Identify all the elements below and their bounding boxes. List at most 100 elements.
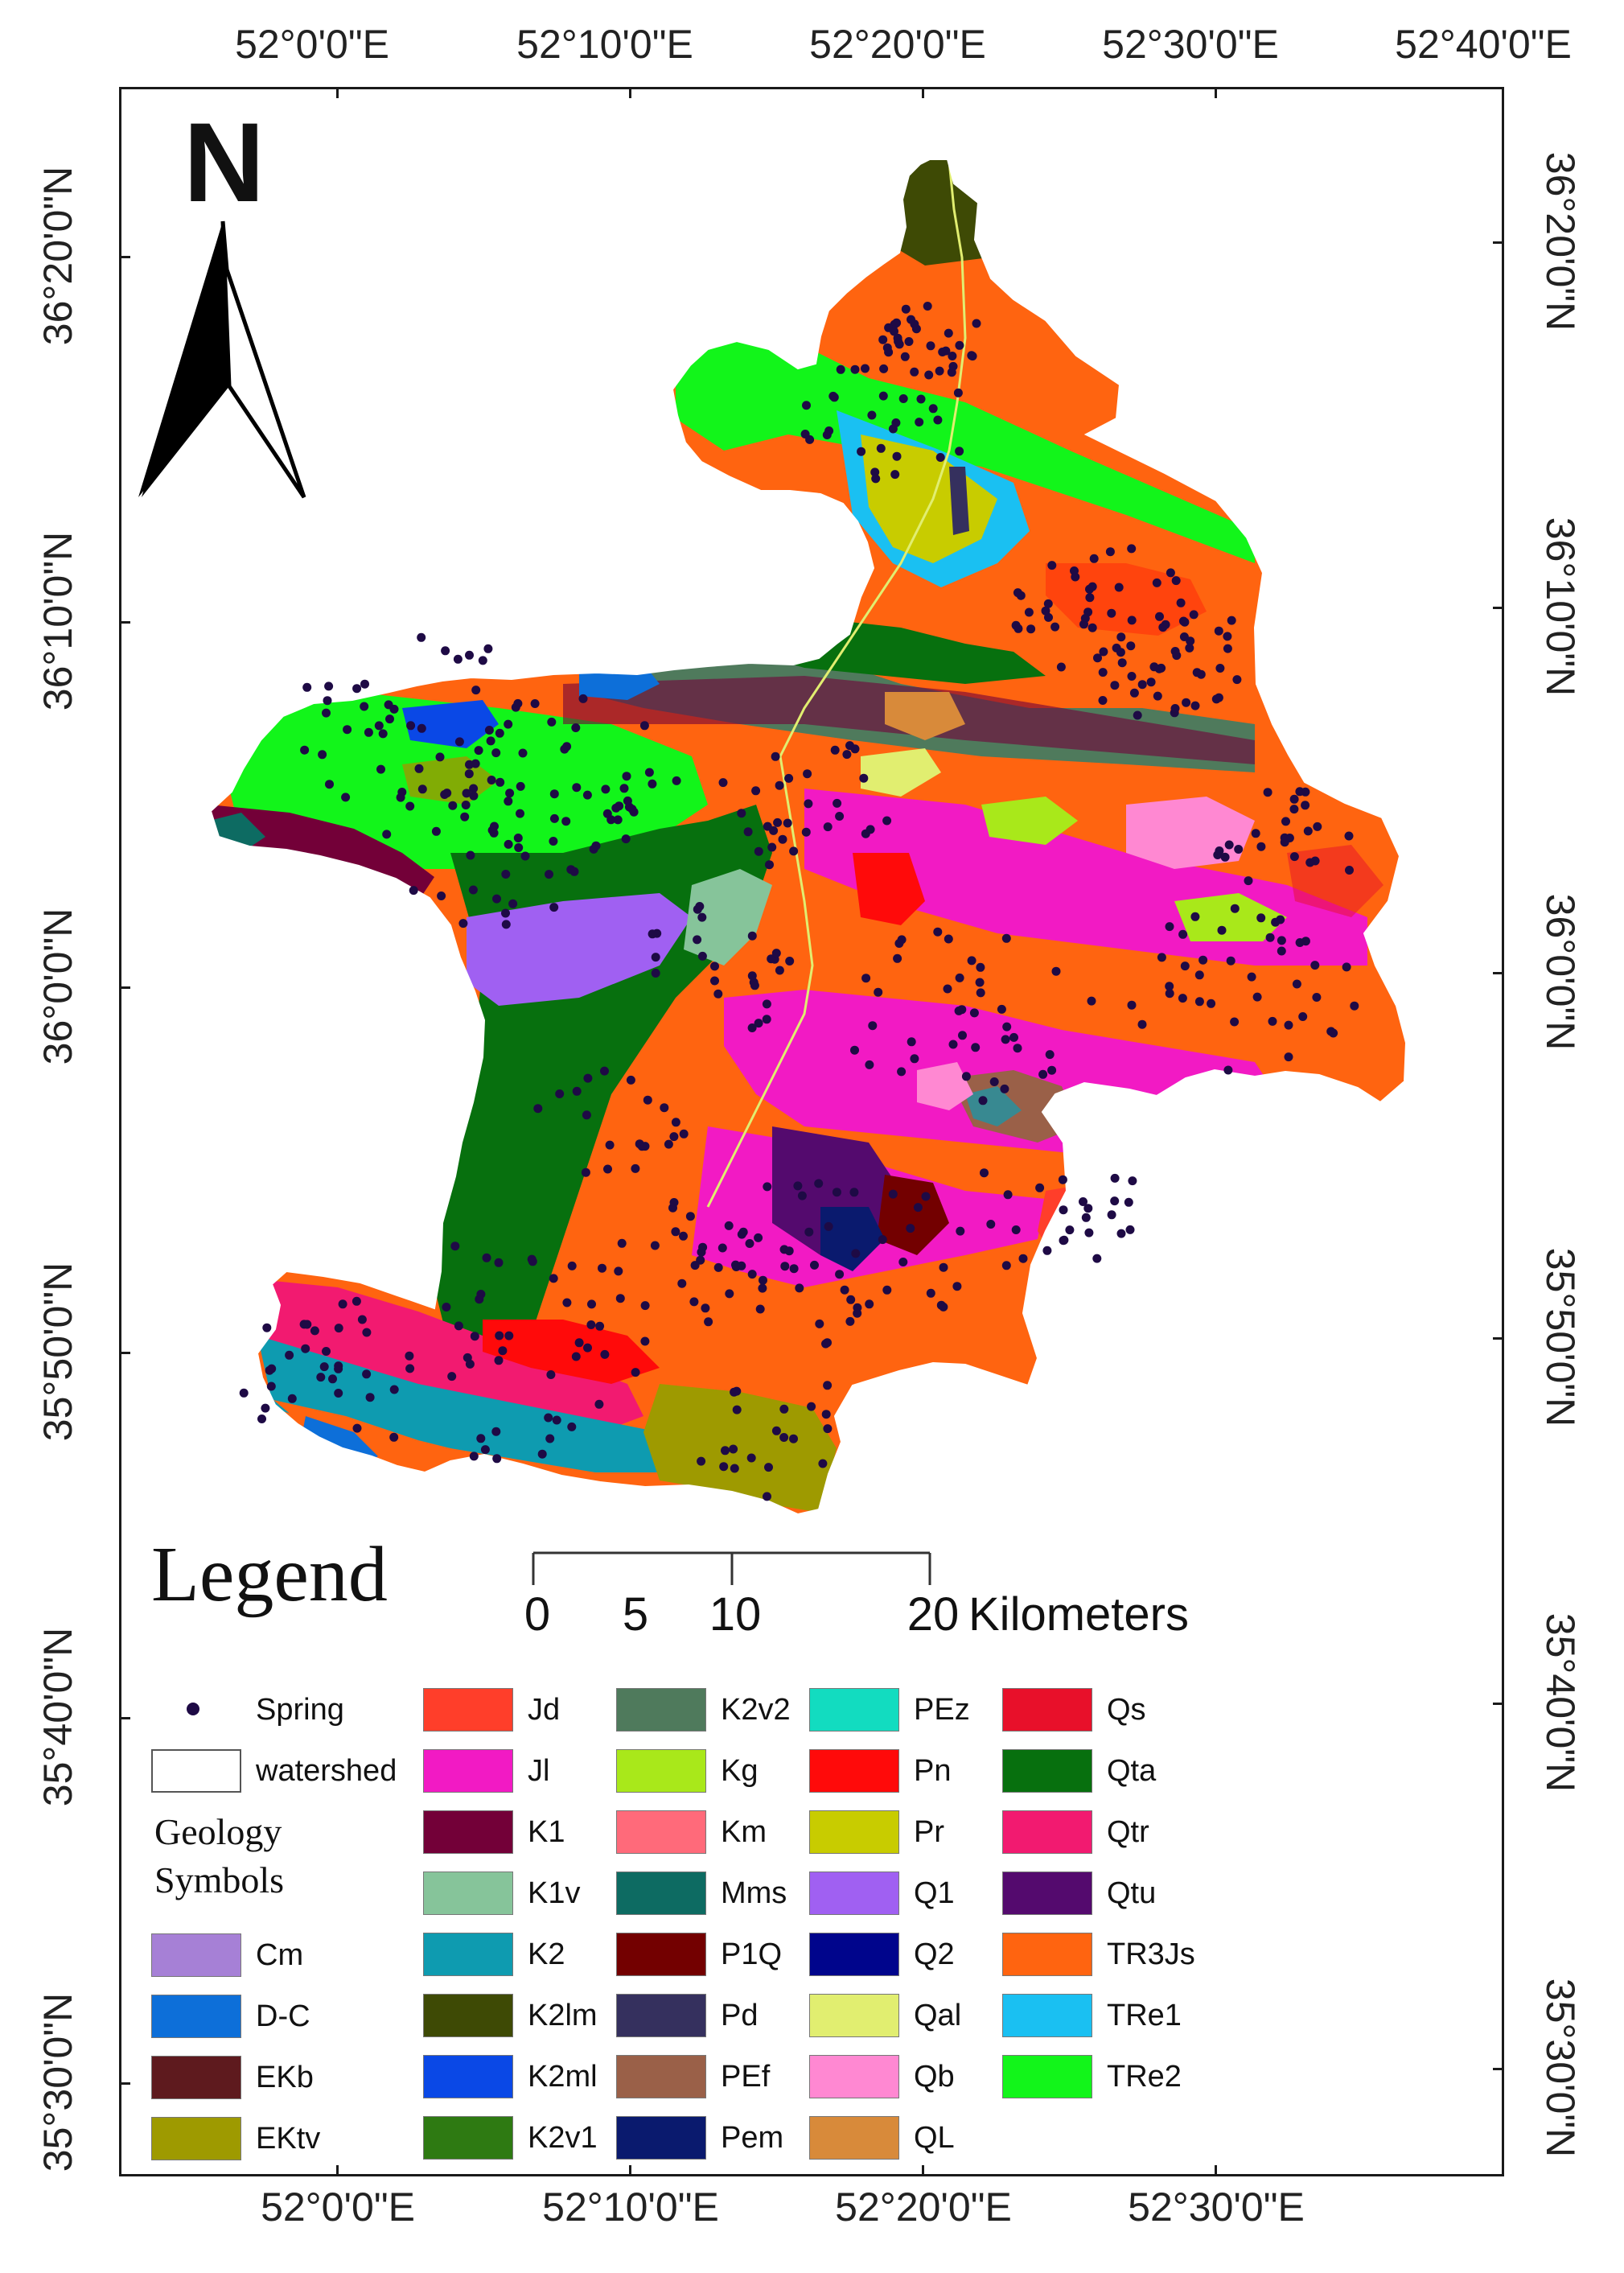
frame-tick — [1493, 1337, 1504, 1340]
legend-swatch — [616, 2055, 706, 2098]
spring-point — [763, 1182, 772, 1192]
legend-swatch — [151, 1749, 241, 1793]
spring-point — [382, 830, 392, 839]
spring-point — [823, 1381, 833, 1390]
spring-point — [1000, 1084, 1009, 1093]
spring-point — [622, 772, 631, 781]
spring-points — [239, 302, 1359, 1501]
frame-tick — [1493, 972, 1504, 974]
spring-point — [631, 1163, 640, 1173]
spring-point — [910, 367, 919, 377]
spring-point — [1230, 904, 1240, 913]
spring-point — [1013, 588, 1022, 598]
spring-point — [793, 1181, 803, 1191]
spring-point — [1194, 970, 1204, 980]
spring-point — [405, 1351, 414, 1361]
spring-point — [747, 1023, 757, 1032]
legend-swatch — [616, 1688, 706, 1732]
legend-swatch — [616, 1749, 706, 1793]
legend-swatch — [1002, 1994, 1092, 2037]
spring-point — [378, 729, 388, 739]
spring-point — [1087, 623, 1097, 632]
frame-tick — [922, 2165, 924, 2176]
spring-point — [1244, 876, 1253, 886]
spring-point — [617, 1238, 627, 1248]
spring-point — [615, 801, 624, 811]
spring-point — [1301, 801, 1310, 810]
spring-point — [1170, 704, 1180, 713]
spring-point — [376, 764, 385, 774]
spring-point — [406, 721, 416, 731]
graticule-label-top-52-30: 52°30'0"E — [1102, 22, 1279, 67]
spring-point — [518, 748, 528, 758]
spring-point — [318, 750, 327, 760]
spring-point — [621, 834, 631, 844]
spring-point — [414, 764, 424, 773]
spring-point — [1044, 612, 1053, 622]
spring-point — [771, 751, 780, 761]
spring-point — [1080, 614, 1090, 623]
spring-point — [555, 1089, 565, 1098]
spring-point — [754, 1233, 763, 1242]
legend-swatch — [616, 1994, 706, 2037]
spring-point — [900, 352, 910, 361]
spring-point — [1189, 610, 1198, 620]
spring-point — [1165, 922, 1174, 932]
spring-point — [779, 1404, 789, 1414]
spring-point — [997, 1004, 1006, 1014]
spring-point — [598, 1263, 606, 1273]
spring-point — [1289, 794, 1299, 804]
spring-point — [1013, 1044, 1022, 1053]
frame-tick — [119, 1352, 130, 1354]
spring-point — [730, 1464, 739, 1473]
spring-point — [1289, 852, 1299, 862]
spring-point — [405, 801, 415, 811]
spring-point — [915, 418, 924, 427]
spring-point — [1230, 1017, 1240, 1027]
spring-point — [814, 1179, 824, 1188]
spring-point — [328, 1374, 337, 1384]
spring-point — [285, 1350, 294, 1360]
spring-point — [746, 1453, 756, 1463]
spring-point — [840, 1285, 849, 1295]
spring-point — [948, 1040, 958, 1049]
spring-point — [713, 1262, 723, 1272]
spring-point — [1298, 1012, 1308, 1021]
spring-point — [505, 789, 515, 798]
spring-point — [672, 776, 681, 785]
spring-point — [574, 1338, 584, 1348]
legend-swatch — [809, 1872, 899, 1915]
spring-point — [861, 974, 871, 983]
frame-tick — [336, 87, 339, 98]
geology-heading-line1: Geology — [154, 1811, 282, 1852]
spring-point — [898, 394, 908, 403]
spring-point — [357, 1315, 367, 1324]
spring-point — [693, 935, 702, 945]
spring-point — [916, 394, 926, 404]
legend-label: Qal — [914, 1999, 962, 2032]
spring-point — [1215, 846, 1224, 855]
spring-point — [732, 1405, 742, 1414]
spring-point — [948, 361, 958, 371]
spring-point — [648, 929, 657, 939]
spring-point — [454, 737, 464, 747]
spring-point — [546, 1370, 556, 1379]
spring-point — [582, 790, 592, 800]
spring-point — [956, 1226, 965, 1236]
spring-point — [972, 319, 981, 328]
spring-point — [745, 1239, 754, 1248]
spring-point — [508, 899, 518, 908]
spring-point — [469, 791, 479, 801]
spring-point — [824, 1221, 833, 1231]
spring-point — [671, 1227, 680, 1237]
spring-point — [389, 1385, 399, 1394]
spring-point — [1002, 1022, 1012, 1031]
legend-label: PEz — [914, 1693, 970, 1727]
legend-swatch — [809, 1810, 899, 1854]
spring-point — [257, 1414, 266, 1423]
spring-point — [1065, 1225, 1075, 1235]
spring-point — [836, 364, 845, 374]
spring-point — [266, 1382, 276, 1391]
spring-point — [737, 809, 746, 818]
